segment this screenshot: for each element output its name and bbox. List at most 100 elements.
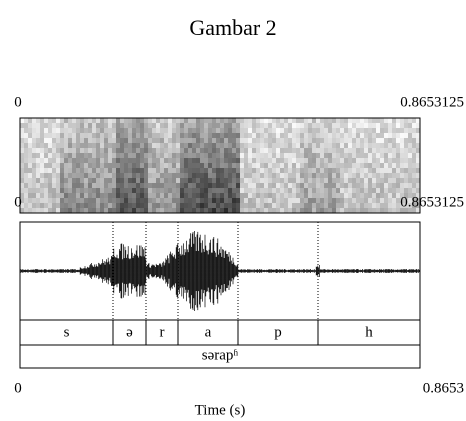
spectrogram-cell <box>360 173 364 178</box>
spectrogram-cell <box>28 208 32 213</box>
spectrogram-cell <box>192 153 196 158</box>
spectrogram-cell <box>224 203 228 208</box>
spectrogram-cell <box>244 193 248 198</box>
spectrogram-cell <box>344 208 348 213</box>
spectrogram-cell <box>20 208 24 213</box>
spectrogram-cell <box>116 138 120 143</box>
spectrogram-cell <box>348 168 352 173</box>
spectrogram-cell <box>156 118 160 123</box>
spectrogram-cell <box>44 188 48 193</box>
spectrogram-cell <box>408 193 412 198</box>
spectrogram-cell <box>324 153 328 158</box>
spectrogram-cell <box>112 198 116 203</box>
spectrogram-cell <box>160 173 164 178</box>
spectrogram-cell <box>112 153 116 158</box>
spectrogram-cell <box>328 208 332 213</box>
spectrogram-cell <box>100 128 104 133</box>
spectrogram-cell <box>48 183 52 188</box>
spectrogram-cell <box>404 168 408 173</box>
spectrogram-cell <box>324 193 328 198</box>
spectrogram-cell <box>116 168 120 173</box>
spectrogram-cell <box>204 178 208 183</box>
spectrogram-cell <box>56 193 60 198</box>
spectrogram-cell <box>108 188 112 193</box>
spectrogram-cell <box>404 153 408 158</box>
spectrogram-cell <box>400 118 404 123</box>
spectrogram-cell <box>312 133 316 138</box>
spectrogram-cell <box>64 158 68 163</box>
spectrogram-cell <box>416 208 420 213</box>
spectrogram-cell <box>160 183 164 188</box>
spectrogram-cell <box>152 128 156 133</box>
spectrogram-cell <box>204 168 208 173</box>
spectrogram-cell <box>336 118 340 123</box>
spectrogram-cell <box>200 163 204 168</box>
spectrogram-cell <box>404 158 408 163</box>
spectrogram-cell <box>196 148 200 153</box>
spectrogram-cell <box>344 163 348 168</box>
spectrogram-cell <box>268 143 272 148</box>
spectrogram-cell <box>236 188 240 193</box>
spectrogram-cell <box>152 183 156 188</box>
spectrogram-cell <box>88 118 92 123</box>
spectrogram-cell <box>268 178 272 183</box>
spectrogram-cell <box>244 133 248 138</box>
spectrogram-cell <box>76 208 80 213</box>
spectrogram-cell <box>284 198 288 203</box>
spectrogram-cell <box>340 158 344 163</box>
spectrogram-cell <box>24 208 28 213</box>
spectrogram-cell <box>40 173 44 178</box>
spectrogram-cell <box>112 183 116 188</box>
spectrogram-cell <box>48 128 52 133</box>
spectrogram-cell <box>68 143 72 148</box>
spectrogram-cell <box>244 128 248 133</box>
spectrogram-cell <box>44 178 48 183</box>
spectrogram-cell <box>104 203 108 208</box>
spectrogram-cell <box>124 168 128 173</box>
spectrogram-cell <box>76 148 80 153</box>
spectrogram-cell <box>392 123 396 128</box>
spectrogram-cell <box>296 133 300 138</box>
spectrogram-cell <box>104 128 108 133</box>
spectrogram-cell <box>372 158 376 163</box>
spectrogram-cell <box>400 168 404 173</box>
spectrogram-cell <box>308 133 312 138</box>
spectrogram-cell <box>224 188 228 193</box>
spectrogram-cell <box>112 168 116 173</box>
spectrogram-cell <box>292 178 296 183</box>
spectrogram-cell <box>412 203 416 208</box>
spectrogram-cell <box>140 208 144 213</box>
spectrogram-cell <box>112 203 116 208</box>
spectrogram-cell <box>376 133 380 138</box>
spectrogram-cell <box>244 148 248 153</box>
spectrogram-cell <box>192 168 196 173</box>
spectrogram-cell <box>400 143 404 148</box>
spectrogram-cell <box>164 193 168 198</box>
spectrogram-cell <box>164 208 168 213</box>
spectrogram-cell <box>112 133 116 138</box>
spectrogram-cell <box>84 183 88 188</box>
spectrogram-cell <box>220 168 224 173</box>
spectrogram-cell <box>228 138 232 143</box>
spectrogram-cell <box>76 178 80 183</box>
spectrogram-cell <box>176 128 180 133</box>
spectrogram-cell <box>416 178 420 183</box>
spectrogram-cell <box>172 178 176 183</box>
spectrogram-cell <box>268 168 272 173</box>
spectrogram-cell <box>364 143 368 148</box>
spectrogram-cell <box>32 188 36 193</box>
spectrogram-cell <box>188 133 192 138</box>
spectrogram-cell <box>52 128 56 133</box>
spectrogram-cell <box>384 133 388 138</box>
spectrogram-cell <box>164 198 168 203</box>
spectrogram-cell <box>44 133 48 138</box>
spectrogram-cell <box>348 153 352 158</box>
spectrogram-cell <box>256 133 260 138</box>
spectrogram-cell <box>80 128 84 133</box>
spectrogram-cell <box>136 128 140 133</box>
spectrogram-cell <box>296 168 300 173</box>
spectrogram-cell <box>280 173 284 178</box>
spectrogram-cell <box>408 203 412 208</box>
spectrogram-cell <box>296 128 300 133</box>
spectrogram-cell <box>248 128 252 133</box>
